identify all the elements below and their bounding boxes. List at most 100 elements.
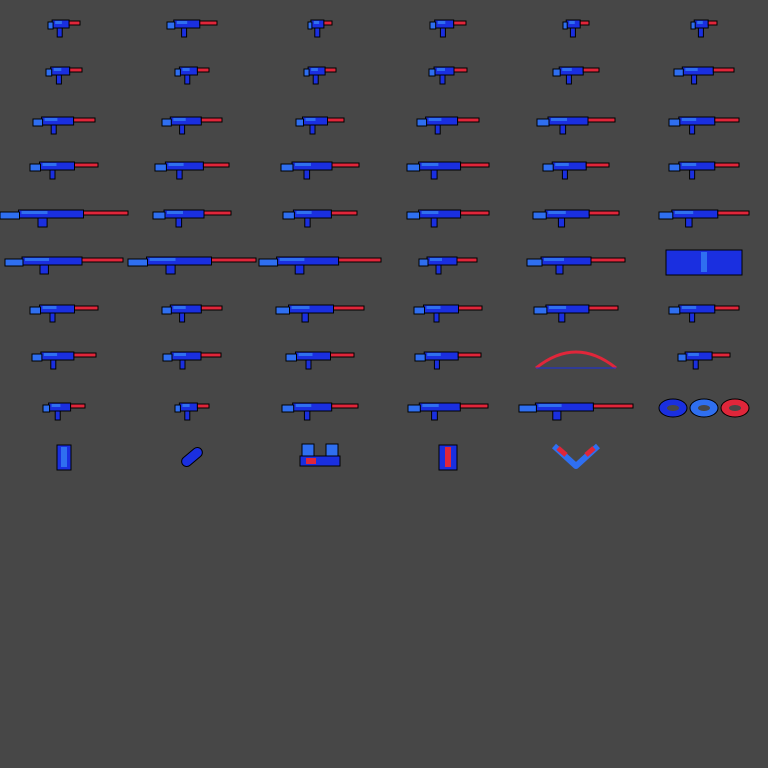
bow-icon bbox=[512, 333, 640, 381]
sniper-rifle-sprite bbox=[4, 256, 124, 275]
mp5-icon bbox=[0, 98, 128, 146]
plasma-gun-icon bbox=[384, 286, 512, 334]
skateboard-icon bbox=[128, 433, 256, 481]
knife-sprite bbox=[281, 402, 359, 421]
rocket-tube-sprite bbox=[29, 304, 99, 323]
grenade-launcher-icon bbox=[128, 286, 256, 334]
heavy-sniper-sprite bbox=[127, 256, 257, 275]
smg-icon bbox=[384, 48, 512, 96]
plasma-gun-sprite bbox=[413, 304, 483, 323]
flamethrower-sprite bbox=[668, 304, 740, 323]
skateboard-sprite bbox=[181, 447, 203, 467]
laser-sniper-icon bbox=[512, 384, 640, 432]
taser-sprite bbox=[562, 19, 590, 38]
medic-syringe-gun-icon bbox=[512, 143, 640, 191]
bazooka-icon bbox=[512, 286, 640, 334]
minigun-icon bbox=[128, 333, 256, 381]
ray-pistol-sprite bbox=[677, 351, 731, 370]
battle-rifle-icon bbox=[640, 191, 768, 239]
ak-rifle-icon bbox=[640, 143, 768, 191]
binoculars-sprite bbox=[299, 443, 341, 467]
vector-smg-icon bbox=[128, 98, 256, 146]
armor-vest-sprite bbox=[56, 444, 72, 471]
scoped-carbine-sprite bbox=[406, 209, 490, 228]
ak-rifle-sprite bbox=[668, 161, 740, 180]
dart-gun-icon bbox=[0, 384, 128, 432]
knife-icon bbox=[256, 384, 384, 432]
pump-shotgun-sprite bbox=[416, 116, 480, 135]
sniper-rifle-icon bbox=[0, 238, 128, 286]
long-pistol-icon bbox=[128, 1, 256, 49]
wrench-sprite bbox=[407, 402, 489, 421]
twin-canisters-icon bbox=[384, 433, 512, 481]
taser-icon bbox=[512, 1, 640, 49]
smg-folding-icon bbox=[512, 48, 640, 96]
wrench-icon bbox=[384, 384, 512, 432]
spinner-blades-icon bbox=[640, 384, 768, 432]
laser-rifle-icon bbox=[256, 333, 384, 381]
p90-sprite bbox=[673, 66, 735, 85]
rocket-tube-icon bbox=[0, 286, 128, 334]
grenade-rifle-icon bbox=[512, 238, 640, 286]
smg-sprite bbox=[428, 66, 468, 85]
m16-rifle-icon bbox=[256, 143, 384, 191]
long-rifle-sprite bbox=[0, 209, 129, 228]
assault-rifle-sprite bbox=[29, 161, 99, 180]
syringe-icon bbox=[128, 384, 256, 432]
compact-pistol-sprite bbox=[307, 19, 333, 38]
rail-pistol-icon bbox=[384, 238, 512, 286]
ammo-items-sprite bbox=[665, 249, 743, 276]
spinner-blades-sprite bbox=[658, 398, 750, 418]
water-cannon-icon bbox=[0, 333, 128, 381]
laser-rifle-sprite bbox=[285, 351, 355, 370]
revolver-sprite bbox=[429, 19, 467, 38]
flamethrower-icon bbox=[640, 286, 768, 334]
minigun-sprite bbox=[162, 351, 222, 370]
long-pistol-sprite bbox=[166, 19, 218, 38]
m16-rifle-sprite bbox=[280, 161, 360, 180]
hunting-shotgun-icon bbox=[512, 98, 640, 146]
armor-vest-icon bbox=[0, 433, 128, 481]
ray-pistol-icon bbox=[640, 333, 768, 381]
bolt-sniper-icon bbox=[256, 238, 384, 286]
grenade-launcher-sprite bbox=[161, 304, 223, 323]
sawed-off-shotgun-icon bbox=[256, 98, 384, 146]
boomerang-icon bbox=[512, 433, 640, 481]
water-cannon-sprite bbox=[31, 351, 97, 370]
mortar-launcher-icon bbox=[384, 333, 512, 381]
bolt-sniper-sprite bbox=[258, 256, 382, 275]
ak47-icon bbox=[128, 191, 256, 239]
ak47-sprite bbox=[152, 209, 232, 228]
bow-sprite bbox=[535, 350, 617, 370]
bazooka-sprite bbox=[533, 304, 619, 323]
p90-icon bbox=[640, 48, 768, 96]
bullpup-rifle-sprite bbox=[154, 161, 230, 180]
heavy-rifle-icon bbox=[384, 143, 512, 191]
uzi-icon bbox=[128, 48, 256, 96]
combat-shotgun-sprite bbox=[668, 116, 740, 135]
dart-gun-sprite bbox=[42, 402, 86, 421]
laser-sniper-sprite bbox=[518, 402, 634, 421]
bullpup-rifle-icon bbox=[128, 143, 256, 191]
vector-smg-sprite bbox=[161, 116, 223, 135]
battle-rifle-sprite bbox=[658, 209, 750, 228]
uzi-sprite bbox=[174, 66, 210, 85]
lever-rifle-sprite bbox=[532, 209, 620, 228]
pump-shotgun-icon bbox=[384, 98, 512, 146]
lever-rifle-icon bbox=[512, 191, 640, 239]
grenade-rifle-sprite bbox=[526, 256, 626, 275]
rpg-sprite bbox=[275, 304, 365, 323]
mortar-launcher-sprite bbox=[414, 351, 482, 370]
twin-canisters-sprite bbox=[438, 444, 458, 471]
assault-rifle-icon bbox=[0, 143, 128, 191]
heavy-sniper-icon bbox=[127, 238, 257, 286]
long-rifle-icon bbox=[0, 191, 129, 239]
scoped-carbine-icon bbox=[384, 191, 512, 239]
boomerang-sprite bbox=[551, 443, 601, 469]
mp5-sprite bbox=[32, 116, 96, 135]
medic-syringe-gun-sprite bbox=[542, 161, 610, 180]
sawed-off-shotgun-sprite bbox=[295, 116, 345, 135]
syringe-sprite bbox=[174, 402, 210, 421]
heavy-rifle-sprite bbox=[406, 161, 490, 180]
